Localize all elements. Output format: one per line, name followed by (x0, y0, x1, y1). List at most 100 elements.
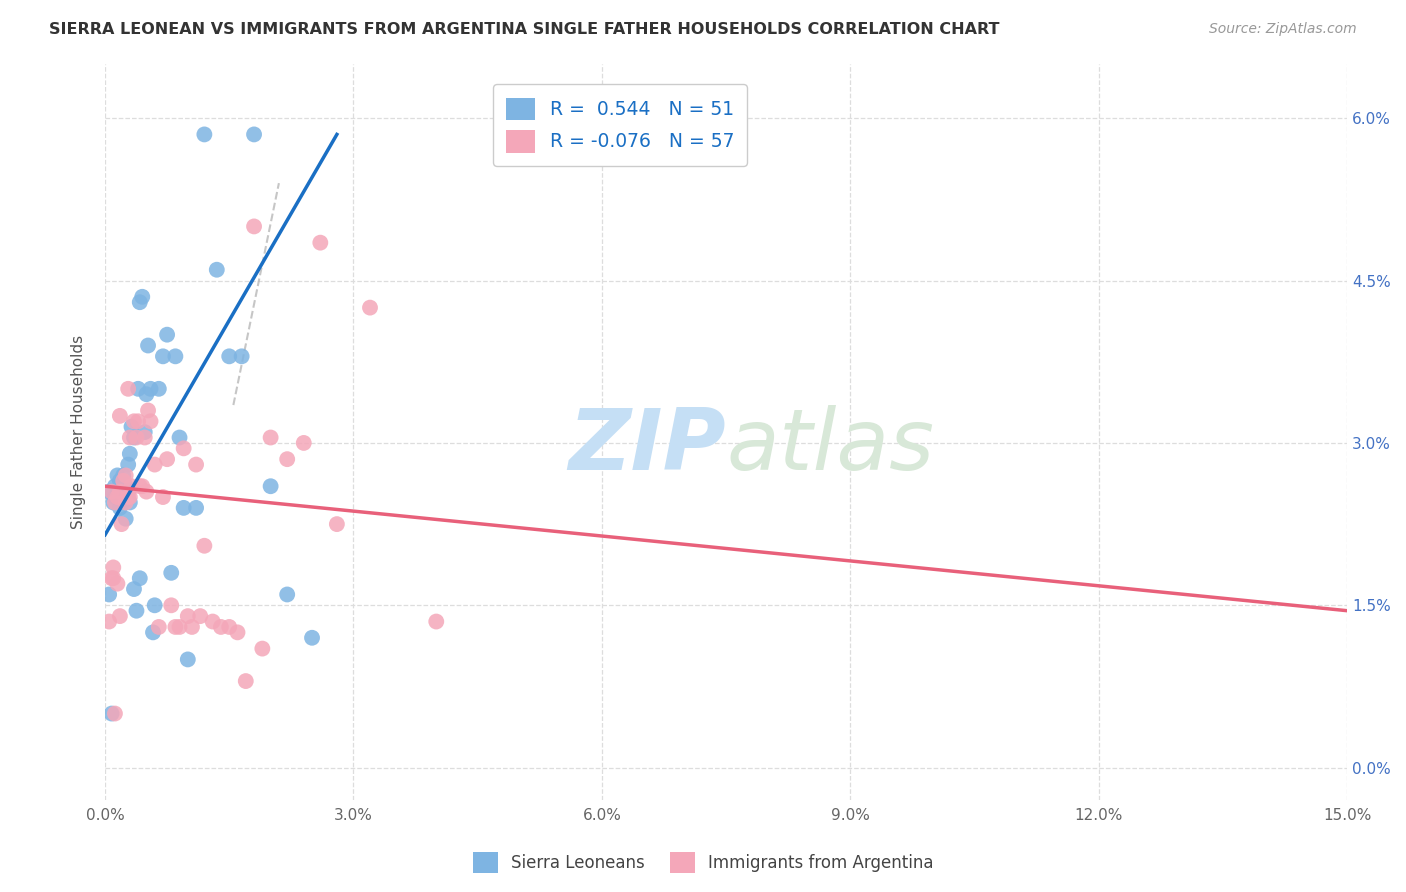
Point (142, 625, 165, 640)
Point (100, 571, 122, 585)
Point (205, 262, 228, 277)
Point (156, 452, 179, 467)
Point (128, 479, 150, 493)
Point (135, 484, 157, 499)
Point (134, 430, 156, 444)
Point (131, 479, 153, 493)
Point (103, 571, 125, 585)
Point (118, 495, 141, 509)
Text: Source: ZipAtlas.com: Source: ZipAtlas.com (1209, 22, 1357, 37)
Point (160, 599, 183, 613)
Point (276, 587, 298, 601)
Point (117, 484, 139, 499)
Point (104, 495, 127, 509)
Point (103, 495, 125, 509)
Point (114, 512, 136, 526)
Point (201, 615, 224, 629)
Point (108, 609, 131, 624)
Point (177, 609, 200, 624)
Point (143, 599, 166, 613)
Point (139, 382, 162, 396)
Point (276, 452, 298, 467)
Point (104, 706, 127, 721)
Point (188, 609, 211, 624)
Point (107, 576, 129, 591)
Point (117, 458, 139, 472)
Point (128, 295, 150, 310)
Point (226, 625, 249, 640)
Point (259, 479, 281, 493)
Point (100, 484, 122, 499)
Point (165, 349, 187, 363)
Point (108, 484, 131, 499)
Text: atlas: atlas (725, 405, 934, 488)
Point (252, 641, 274, 656)
Point (243, 219, 266, 234)
Point (134, 425, 156, 439)
Point (177, 652, 200, 666)
Point (139, 414, 162, 428)
Point (165, 620, 187, 634)
Legend: Sierra Leoneans, Immigrants from Argentina: Sierra Leoneans, Immigrants from Argenti… (465, 846, 941, 880)
Point (125, 604, 148, 618)
Point (110, 517, 132, 532)
Point (193, 128, 215, 142)
Point (100, 484, 122, 499)
Point (152, 490, 174, 504)
Point (104, 490, 127, 504)
Point (169, 430, 191, 444)
Point (98, 484, 121, 499)
Point (173, 442, 195, 456)
Text: SIERRA LEONEAN VS IMMIGRANTS FROM ARGENTINA SINGLE FATHER HOUSEHOLDS CORRELATION: SIERRA LEONEAN VS IMMIGRANTS FROM ARGENT… (49, 22, 1000, 37)
Point (231, 349, 253, 363)
Point (152, 349, 174, 363)
Text: ZIP: ZIP (568, 405, 725, 488)
Point (98, 615, 121, 629)
Point (112, 495, 135, 509)
Point (100, 706, 122, 721)
Point (193, 539, 215, 553)
Point (127, 414, 149, 428)
Point (107, 468, 129, 483)
Point (121, 419, 143, 434)
Point (209, 620, 232, 634)
Point (112, 474, 135, 488)
Point (136, 403, 159, 417)
Point (118, 447, 141, 461)
Point (292, 436, 315, 450)
Point (184, 458, 207, 472)
Point (173, 500, 195, 515)
Point (98, 587, 121, 601)
Point (114, 479, 136, 493)
Point (425, 615, 447, 629)
Point (259, 430, 281, 444)
Point (117, 490, 139, 504)
Point (108, 474, 131, 488)
Legend: R =  0.544   N = 51, R = -0.076   N = 57: R = 0.544 N = 51, R = -0.076 N = 57 (494, 85, 747, 166)
Point (309, 235, 332, 250)
Point (128, 571, 150, 585)
Point (118, 430, 141, 444)
Point (117, 382, 139, 396)
Point (218, 349, 240, 363)
Point (359, 301, 381, 315)
Point (235, 674, 257, 689)
Point (218, 620, 240, 634)
Point (135, 387, 157, 401)
Point (108, 500, 131, 515)
Point (108, 409, 131, 423)
Point (169, 620, 191, 634)
Point (114, 468, 136, 483)
Point (110, 490, 132, 504)
Point (181, 620, 204, 634)
Point (156, 327, 179, 342)
Point (121, 479, 143, 493)
Point (301, 631, 323, 645)
Point (112, 468, 135, 483)
Point (104, 479, 127, 493)
Y-axis label: Single Father Households: Single Father Households (72, 335, 86, 529)
Point (148, 620, 170, 634)
Point (107, 484, 129, 499)
Point (143, 458, 166, 472)
Point (148, 382, 170, 396)
